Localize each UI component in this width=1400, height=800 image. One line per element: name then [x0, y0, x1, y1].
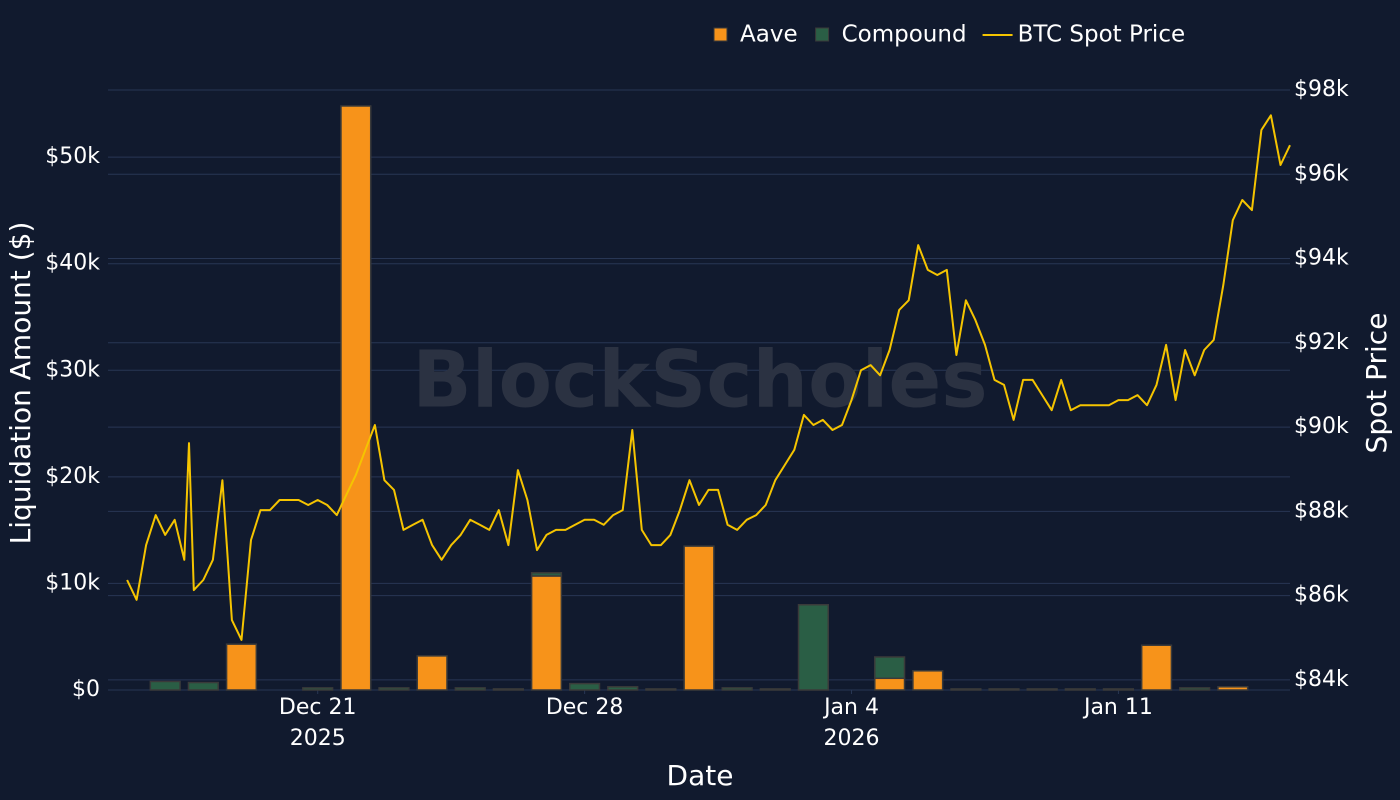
y-tick-label: $30k: [45, 357, 100, 382]
y-tick-label: $10k: [45, 570, 100, 595]
y-tick-label: $0: [72, 677, 100, 702]
bar: [683, 545, 715, 691]
bar: [1102, 688, 1135, 691]
bar: [1217, 686, 1249, 691]
bar: [607, 686, 639, 691]
y-tick-label: $50k: [45, 144, 100, 169]
y2-tick-label: $84k: [1294, 667, 1349, 692]
legend-label: Aave: [740, 22, 798, 48]
watermark: BlockScholes: [412, 335, 987, 425]
bar: [530, 572, 563, 577]
x-tick-label: Dec 21 2025: [279, 695, 357, 751]
y2-tick-label: $90k: [1294, 414, 1349, 439]
bar: [1064, 688, 1096, 691]
bar: [149, 680, 181, 691]
bar: [988, 688, 1020, 691]
bar: [302, 687, 334, 691]
y-tick-label: $20k: [45, 464, 100, 489]
bar: [950, 688, 982, 691]
bar: [645, 688, 677, 691]
bar: [912, 670, 944, 691]
bar: [492, 688, 524, 691]
legend-label: Compound: [842, 22, 967, 48]
x-axis-title: Date: [667, 759, 734, 792]
y-axis-title: Liquidation Amount ($): [4, 222, 37, 545]
y-tick-label: $40k: [45, 251, 100, 276]
bar: [340, 105, 372, 691]
bar: [1026, 688, 1058, 691]
bar: [187, 681, 219, 691]
y2-tick-label: $92k: [1294, 330, 1349, 355]
x-tick-label: Jan 11: [1082, 695, 1153, 720]
bar: [1179, 687, 1211, 691]
price-line: [126, 114, 1291, 641]
y2-tick-label: $98k: [1294, 77, 1349, 102]
y2-tick-label: $96k: [1294, 161, 1349, 186]
bar: [568, 682, 601, 691]
x-tick-label: Dec 28: [546, 695, 624, 720]
bar: [530, 575, 563, 691]
y2-tick-label: $86k: [1294, 583, 1349, 608]
bar: [1140, 644, 1173, 691]
bar: [797, 603, 830, 691]
bar: [759, 688, 791, 691]
legend-swatch: [815, 27, 830, 42]
legend-label: BTC Spot Price: [1018, 22, 1186, 48]
y2-tick-label: $94k: [1294, 246, 1349, 271]
bar: [721, 687, 753, 691]
y2-axis-title: Spot Price: [1360, 313, 1393, 454]
bar: [416, 655, 448, 691]
bar: [378, 687, 410, 691]
bar: [225, 643, 258, 691]
legend-swatch: [713, 27, 728, 42]
x-tick-label: Jan 4 2026: [822, 695, 879, 751]
bar: [874, 656, 906, 680]
bar: [454, 687, 486, 691]
y2-tick-label: $88k: [1294, 498, 1349, 523]
bar: [874, 677, 906, 691]
